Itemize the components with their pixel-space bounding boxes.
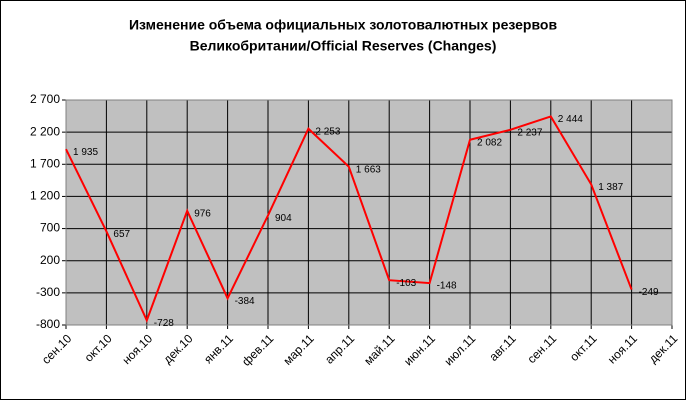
data-label: 2 253 xyxy=(315,126,340,137)
data-label: 904 xyxy=(275,213,292,224)
data-label: 657 xyxy=(113,229,130,240)
plot-border xyxy=(65,99,673,326)
y-tick-label: -300 xyxy=(36,285,60,299)
y-tick-label: 200 xyxy=(40,253,60,267)
data-label: 1 387 xyxy=(598,182,623,193)
data-label: -384 xyxy=(235,296,255,307)
data-label: 976 xyxy=(194,208,211,219)
y-tick-label: 2 200 xyxy=(30,124,60,138)
y-tick-label: 700 xyxy=(40,221,60,235)
series-line xyxy=(65,115,633,324)
data-label: -148 xyxy=(437,281,457,292)
chart-title: Великобритании/Official Reserves (Change… xyxy=(190,38,497,54)
data-label: -103 xyxy=(396,278,416,289)
y-tick-label: 1 200 xyxy=(30,189,60,203)
data-label: 2 082 xyxy=(477,137,502,148)
plot-area xyxy=(66,100,672,325)
data-label: -249 xyxy=(639,287,659,298)
y-tick-label: -800 xyxy=(36,317,60,331)
data-label: 1 663 xyxy=(356,164,381,175)
data-label: 2 237 xyxy=(517,127,542,138)
data-label: 1 935 xyxy=(73,147,98,158)
chart-title: Изменение объема официальных золотовалют… xyxy=(129,17,557,33)
y-tick-label: 2 700 xyxy=(30,92,60,106)
y-tick-label: 1 700 xyxy=(30,156,60,170)
data-label: -728 xyxy=(154,318,174,329)
data-label: 2 444 xyxy=(558,114,583,125)
